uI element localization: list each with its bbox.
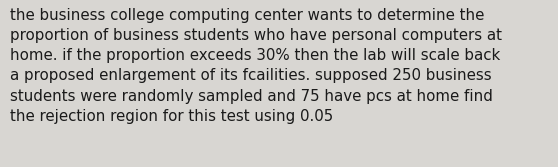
Text: the business college computing center wants to determine the
proportion of busin: the business college computing center wa… [10, 8, 502, 124]
